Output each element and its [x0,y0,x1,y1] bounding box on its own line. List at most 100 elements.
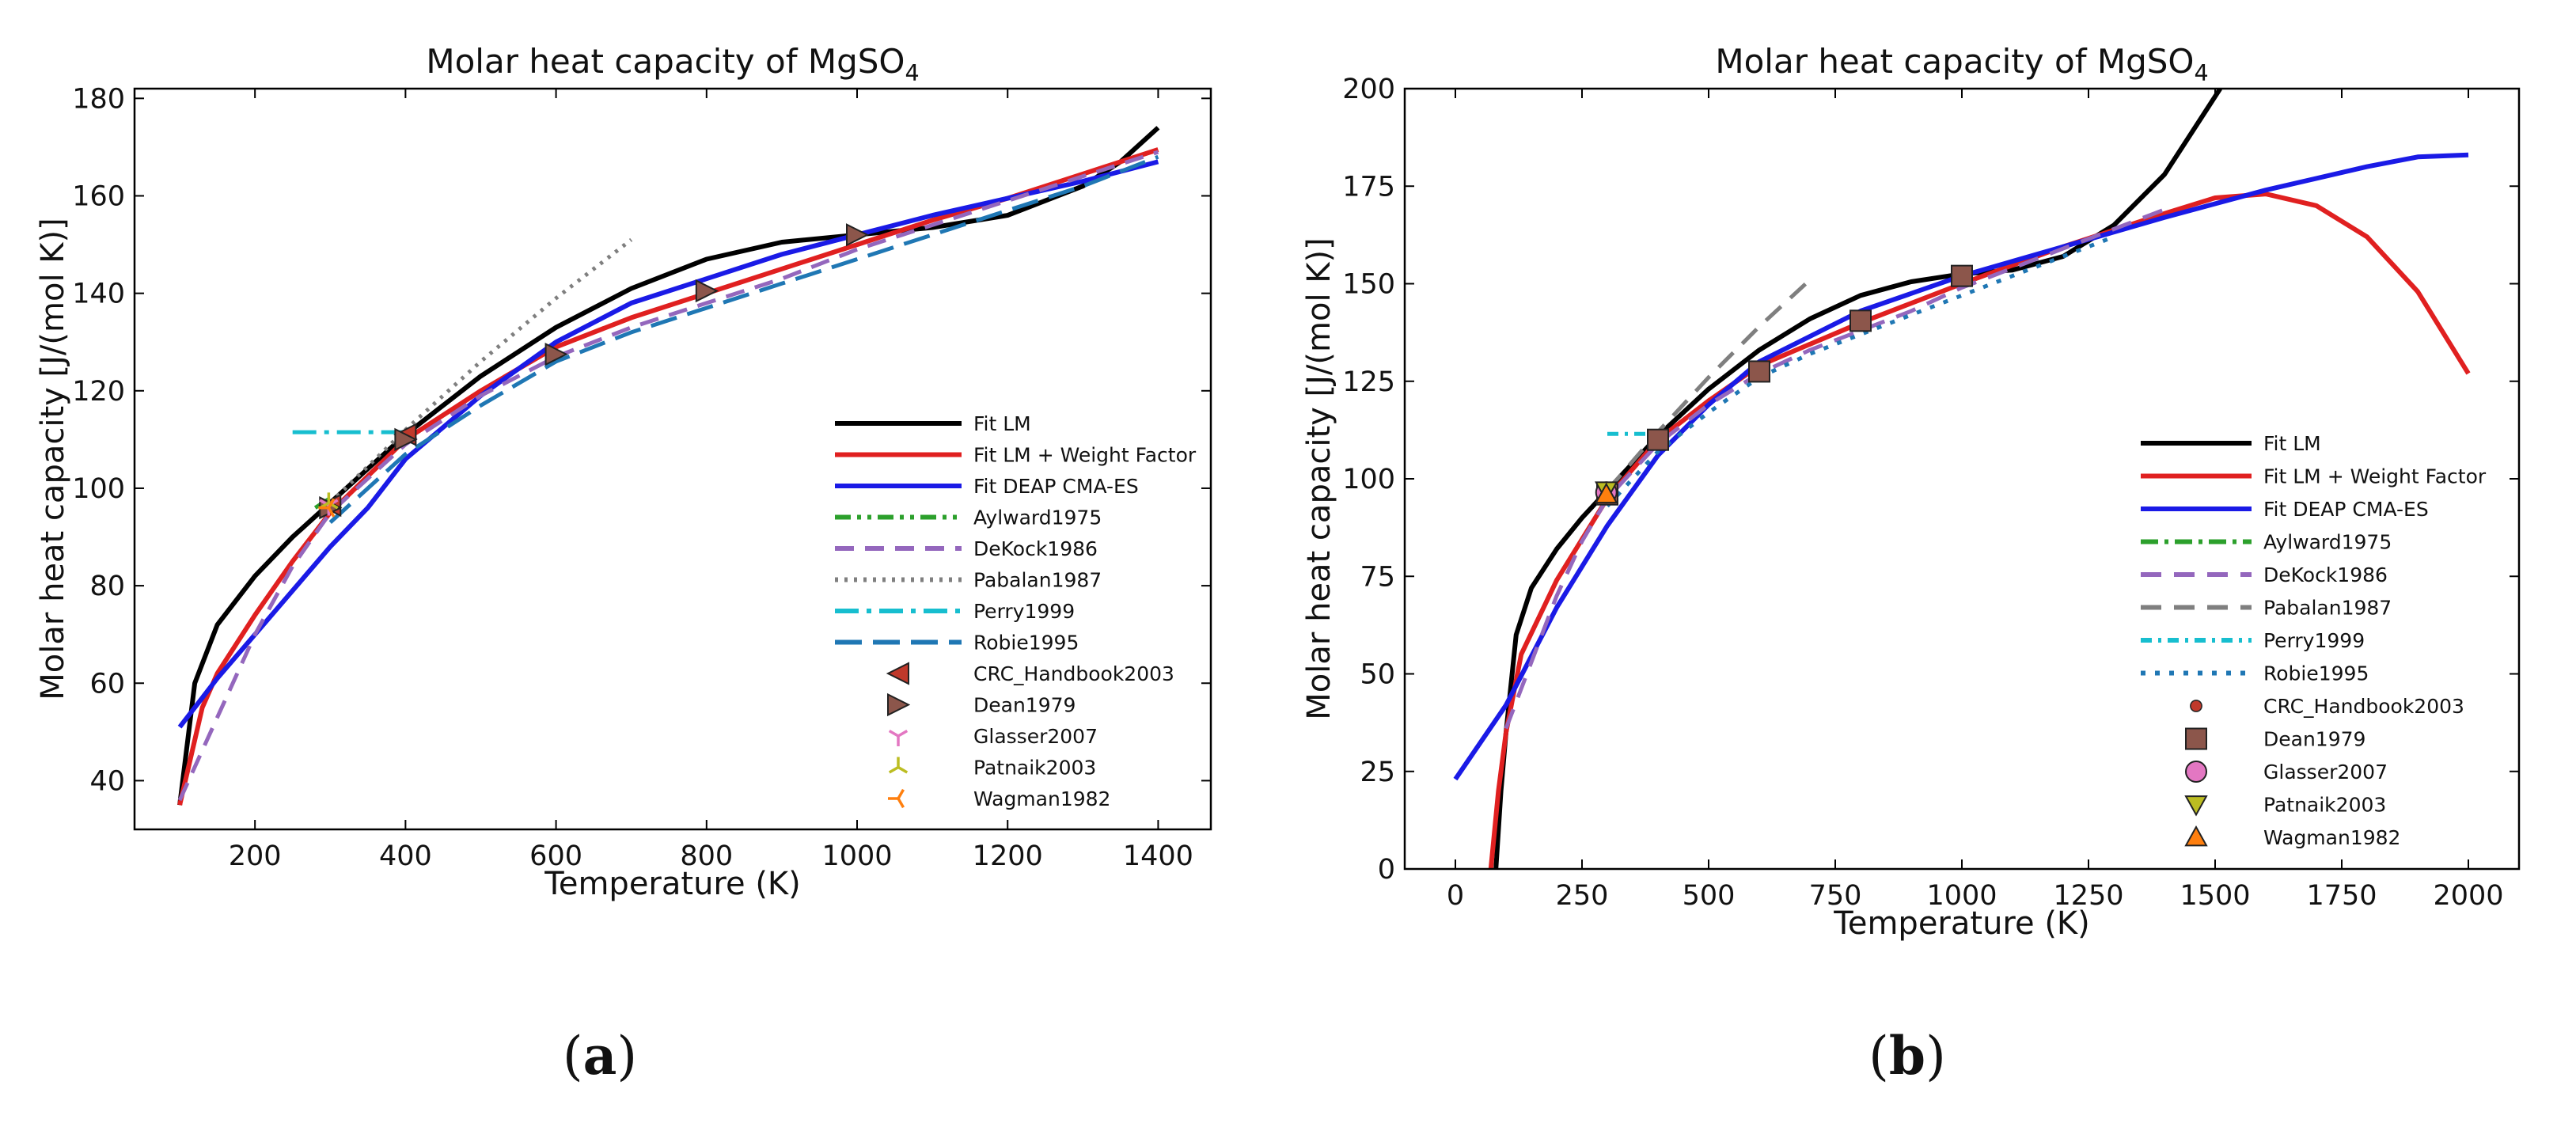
legend-fit-lm-label: Fit LM [973,412,1031,435]
series-dean1979-marker [846,223,870,247]
y-tick-label: 40 [89,765,125,797]
legend-aylward1975-label: Aylward1975 [2263,531,2392,554]
series-dean1979-marker [695,279,719,303]
series-wagman1982-marker [1595,482,1618,504]
x-axis-label: Temperature (K) [544,866,801,902]
x-tick-label: 750 [1809,880,1862,912]
legend-robie1995-label: Robie1995 [973,632,1079,654]
series-fit-lm-line [1493,89,2222,869]
series-robie1995-line [328,154,1159,524]
x-tick-label: 200 [229,840,282,872]
legend-dean1979-label: Dean1979 [2263,728,2365,751]
y-tick-label: 25 [1360,757,1395,788]
x-tick-label: 0 [1447,880,1464,912]
x-tick-label: 800 [680,840,733,872]
legend-glasser2007-label: Glasser2007 [2263,761,2388,783]
x-tick-label: 400 [379,840,432,872]
series-dean1979-marker [544,342,568,366]
y-tick-label: 200 [1342,74,1395,105]
x-tick-label: 1250 [2053,880,2123,912]
y-tick-label: 100 [1342,464,1395,495]
x-tick-label: 500 [1683,880,1736,912]
y-tick-label: 150 [1342,269,1395,301]
x-tick-label: 600 [529,840,582,872]
plot-area [1453,89,2471,869]
y-tick-label: 120 [72,376,125,408]
x-axis-label: Temperature (K) [1833,905,2090,942]
y-tick-label: 50 [1360,659,1395,691]
legend-glasser2007-swatch [888,729,909,746]
x-tick-label: 2000 [2433,880,2503,912]
legend-crc-handbook2003-label: CRC_Handbook2003 [973,662,1174,685]
series-pabalan1987-line [1606,278,1812,492]
x-tick-label: 250 [1556,880,1609,912]
x-tick-label: 1750 [2306,880,2377,912]
x-tick-label: 1500 [2180,880,2250,912]
legend-perry1999-label: Perry1999 [973,600,1075,623]
legend-dekock1986-label: DeKock1986 [2263,563,2388,586]
y-tick-label: 80 [89,571,125,602]
series-fit-lm-line [177,126,1160,806]
legend-patnaik2003-label: Patnaik2003 [2263,794,2386,817]
legend-wagman1982-swatch [888,788,905,809]
legend-fit-lm-label: Fit LM [2263,432,2321,455]
x-tick-label: 1000 [821,840,892,872]
panel-label-b: (b) [1868,1025,1946,1087]
legend-perry1999-label: Perry1999 [2263,629,2365,652]
y-tick-label: 160 [72,180,125,212]
legend-crc-handbook2003-swatch [886,662,909,685]
legend-dean1979-swatch [887,692,911,717]
legend-patnaik2003-label: Patnaik2003 [973,757,1096,780]
series-dekock1986-line [1504,207,2165,730]
legend-crc-handbook2003-label: CRC_Handbook2003 [2263,695,2464,718]
legend-fit-lm-weight-factor-label: Fit LM + Weight Factor [973,444,1197,467]
x-tick-label: 1000 [1926,880,1997,912]
legend-patnaik2003-swatch [888,757,909,774]
series-dean1979-marker [1951,264,1973,287]
series-dean1979-marker [1748,360,1770,383]
legend-pabalan1987-label: Pabalan1987 [973,569,1102,592]
y-tick-label: 125 [1342,366,1395,398]
series-fit-deap-cma-es-line [177,159,1159,729]
legend: Fit LM Fit LM + Weight Factor Fit DEAP CMA… [2141,432,2487,849]
chart-title: Molar heat capacity of MgSO4 [1715,42,2208,86]
legend: Fit LM Fit LM + Weight Factor Fit DEAP CMA… [835,412,1197,810]
y-tick-label: 100 [72,473,125,505]
legend-fit-deap-cma-es-label: Fit DEAP CMA-ES [2263,498,2429,521]
x-tick-label: 1400 [1123,840,1193,872]
axes-frame [133,87,1212,831]
y-tick-label: 60 [89,668,125,700]
legend-pabalan1987-label: Pabalan1987 [2263,597,2392,620]
panel-label-a: (a) [562,1025,638,1087]
series-wagman1982-marker [318,498,336,518]
y-tick-label: 180 [72,83,125,115]
legend-wagman1982-swatch [2184,825,2208,847]
series-dean1979-marker [394,427,418,451]
series-dean1979-marker [1849,309,1872,332]
legend-robie1995-label: Robie1995 [2263,662,2369,685]
legend-fit-deap-cma-es-label: Fit DEAP CMA-ES [973,475,1139,498]
legend-dean1979-swatch [2185,727,2207,750]
legend-glasser2007-label: Glasser2007 [973,725,1098,748]
chart-title: Molar heat capacity of MgSO4 [426,42,919,86]
y-tick-label: 140 [72,279,125,310]
series-fit-lm-weight-factor-line [177,147,1159,806]
y-tick-label: 175 [1342,171,1395,203]
y-tick-label: 0 [1378,854,1395,886]
series-dean1979-marker [1647,428,1669,451]
legend-dean1979-label: Dean1979 [973,694,1076,717]
legend-wagman1982-label: Wagman1982 [973,787,1110,810]
axes-frame [1403,87,2521,871]
legend-crc-handbook2003-swatch [2190,700,2202,712]
series-robie1995-line [1606,234,2115,508]
x-tick-label: 1200 [973,840,1043,872]
legend-fit-lm-weight-factor-label: Fit LM + Weight Factor [2263,465,2487,488]
y-axis-label: Molar heat capacity [J/(mol K)] [1301,237,1337,719]
y-tick-label: 75 [1360,561,1395,593]
y-axis-label: Molar heat capacity [J/(mol K)] [35,218,71,700]
legend-glasser2007-swatch [2185,761,2207,783]
legend-aylward1975-label: Aylward1975 [973,506,1102,529]
legend-wagman1982-label: Wagman1982 [2263,826,2400,849]
